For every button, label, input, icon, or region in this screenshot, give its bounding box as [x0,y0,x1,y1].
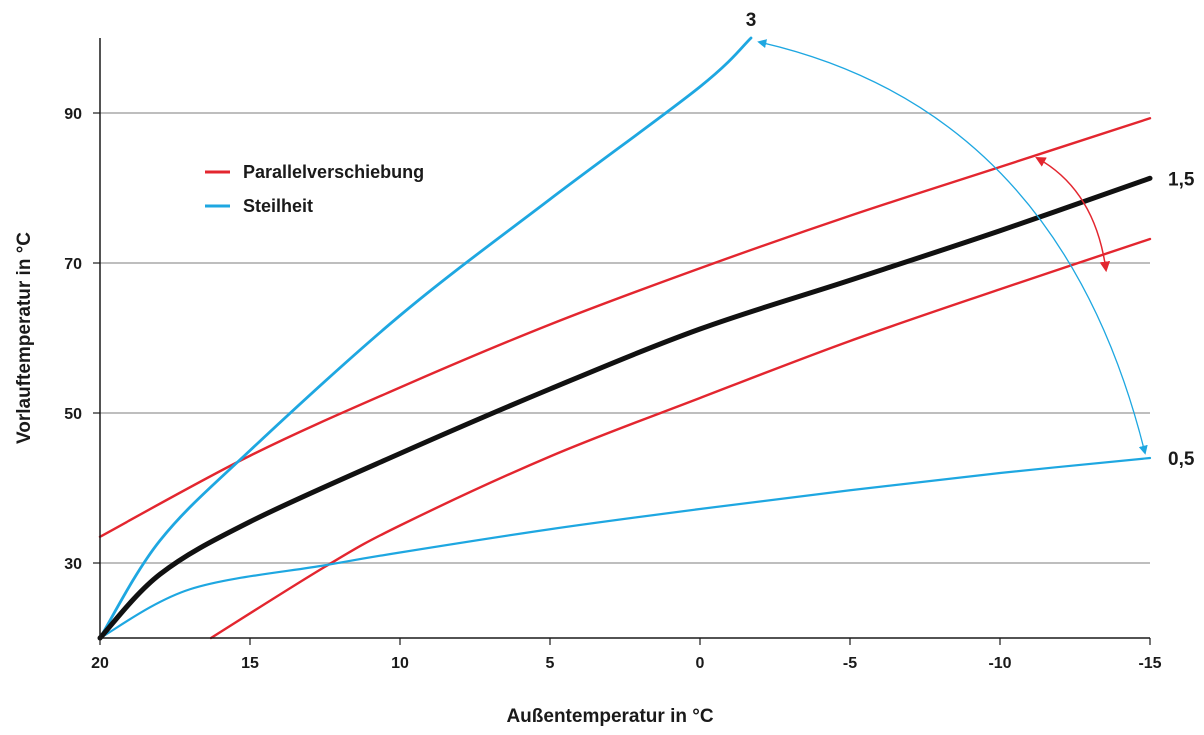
y-axis-title: Vorlauftemperatur in °C [14,232,35,444]
x-tick-label: 15 [241,655,259,672]
series-curve-1-5 [97,175,1153,641]
x-tick-label: 0 [696,655,705,672]
x-tick-label: -5 [843,655,857,672]
plot-frame [99,38,1150,639]
curve-label: 3 [746,10,757,31]
y-tick-label: 50 [64,406,82,423]
legend-label: Parallelverschiebung [243,162,424,182]
x-tick-label: -15 [1138,655,1161,672]
series-parallel-lower [209,237,1152,640]
x-axis-title: Außentemperatur in °C [506,706,713,727]
series-lines [97,36,1153,641]
curve-label: 1,5 [1168,169,1195,190]
x-tick-label: 20 [91,655,109,672]
series-slope-3 [98,36,753,640]
y-tick-label: 90 [64,106,82,123]
annotations [757,39,1148,455]
legend: Parallelverschiebung Steilheit [205,162,424,216]
series-slope-0-5 [98,456,1152,640]
legend-label: Steilheit [243,196,313,216]
slope-arrow [757,39,1148,455]
x-tick-label: 10 [391,655,409,672]
y-tick-label: 70 [64,256,82,273]
x-tick-label: -10 [988,655,1011,672]
curve-labels: 3 1,5 0,5 [746,10,1195,470]
x-tick-label: 5 [546,655,555,672]
curve-label: 0,5 [1168,449,1195,470]
y-tick-label: 30 [64,556,82,573]
